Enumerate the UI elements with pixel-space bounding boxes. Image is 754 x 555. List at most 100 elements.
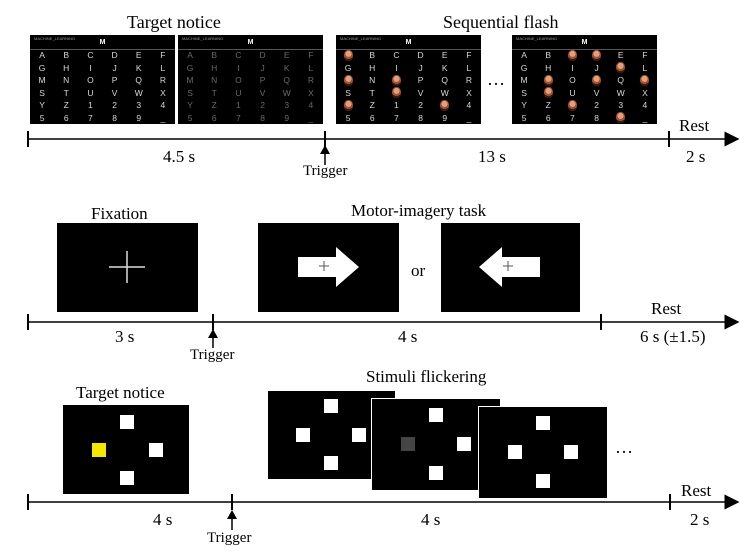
speller-cell: 6 xyxy=(545,112,551,123)
speller-panel-highlight: MACHINE_LEARNING M A B C D E F G H I J K L M N O P Q R S T U V W… xyxy=(30,35,175,124)
speller-cell: H xyxy=(369,62,376,73)
timeline-3 xyxy=(27,494,740,530)
stimulus-square xyxy=(296,428,310,442)
rest-label-1: Rest xyxy=(679,116,710,135)
flicker-screen-3 xyxy=(478,406,608,499)
face-flash-icon xyxy=(536,87,560,100)
speller-cell: I xyxy=(571,62,574,73)
fixation-label: Fixation xyxy=(91,204,148,223)
trigger-label-3: Trigger xyxy=(207,530,252,546)
speller-cell: D xyxy=(259,50,266,61)
speller-cell: V xyxy=(417,87,424,98)
speller-cell: R xyxy=(307,75,314,86)
speller-cell: C xyxy=(87,50,94,61)
speller-cell: F xyxy=(466,50,472,61)
speller-target-letter: M xyxy=(581,39,588,46)
speller-cell: K xyxy=(283,62,290,73)
speller-panel-dim: MACHINE_LEARNING M A B C D E F G H I J K L M N O P Q R S T U V W… xyxy=(178,35,323,124)
face-flash-icon xyxy=(433,99,457,112)
stimuli-flickering-label: Stimuli flickering xyxy=(366,367,487,386)
fixation-screen xyxy=(57,223,198,312)
left-arrow-icon xyxy=(479,247,540,287)
stimulus-square xyxy=(536,474,550,488)
speller-grid: A B E F G H I J L M O Q S U V W X Y Z 2 3 4 5 6 7 8 _ xyxy=(512,49,657,124)
speller-cell: W xyxy=(282,87,291,98)
speller-cell: Z xyxy=(63,100,69,111)
speller-header: MACHINE_LEARNING M xyxy=(30,35,175,50)
speller-panel-flash-2: MACHINE_LEARNING M A B E F G H I J L M O Q S U V W X Y Z 2 3 4 5… xyxy=(512,35,657,124)
trigger-arrow-icon xyxy=(320,145,330,154)
speller-cell: J xyxy=(594,62,599,73)
or-label: or xyxy=(411,261,426,280)
stimulus-square-off xyxy=(401,437,415,451)
speller-cell: 4 xyxy=(160,100,166,111)
speller-cell: X xyxy=(308,87,314,98)
speller-cell: L xyxy=(642,62,648,73)
flicker-screen-2 xyxy=(371,398,501,491)
speller-cell: K xyxy=(135,62,142,73)
speller-cell: V xyxy=(593,87,600,98)
speller-cell: W xyxy=(134,87,143,98)
speller-cell: U xyxy=(235,87,242,98)
ssvep-target-screen xyxy=(63,405,189,494)
speller-cell: Z xyxy=(211,100,217,111)
speller-cell: U xyxy=(569,87,576,98)
duration-label-2a: 3 s xyxy=(115,327,135,346)
trigger-arrow-icon xyxy=(208,329,218,338)
speller-cell: X xyxy=(642,87,648,98)
speller-cell: 7 xyxy=(570,112,575,123)
speller-cell: 2 xyxy=(594,100,599,111)
face-flash-icon xyxy=(609,112,633,125)
speller-cell: 2 xyxy=(260,100,265,111)
speller-cell: Y xyxy=(521,100,527,111)
speller-cell: 3 xyxy=(284,100,290,111)
duration-label-1c: 2 s xyxy=(686,147,706,166)
rest-label-3: Rest xyxy=(681,481,712,500)
speller-cell: B xyxy=(545,50,552,61)
speller-cell: A xyxy=(187,50,193,61)
timeline-1 xyxy=(27,131,740,165)
stimulus-square xyxy=(149,443,163,457)
speller-cell: W xyxy=(616,87,625,98)
speller-cell: _ xyxy=(466,112,472,123)
speller-cell: X xyxy=(160,87,166,98)
speller-cell: J xyxy=(260,62,265,73)
duration-label-3c: 2 s xyxy=(690,510,710,529)
target-notice-label: Target notice xyxy=(127,12,221,32)
speller-cell: R xyxy=(465,75,472,86)
trigger-arrow-icon xyxy=(227,510,237,519)
speller-cell: 6 xyxy=(63,112,69,123)
rest-label-2: Rest xyxy=(651,299,682,318)
speller-cell: 5 xyxy=(521,112,527,123)
face-flash-icon xyxy=(560,49,584,62)
speller-cell: Q xyxy=(283,75,291,86)
speller-cell: N xyxy=(369,75,376,86)
speller-cell: 1 xyxy=(236,100,241,111)
speller-cell: M xyxy=(38,75,46,86)
speller-cell: Q xyxy=(135,75,143,86)
timeline-2 xyxy=(27,314,740,348)
speller-cell: D xyxy=(417,50,424,61)
speller-cell: 2 xyxy=(112,100,117,111)
speller-title: MACHINE_LEARNING xyxy=(34,36,76,41)
speller-cell: J xyxy=(418,62,423,73)
speller-cell: 3 xyxy=(136,100,142,111)
sequential-flash-label: Sequential flash xyxy=(443,12,559,32)
speller-cell: 2 xyxy=(418,100,423,111)
speller-cell: B xyxy=(211,50,218,61)
speller-cell: Q xyxy=(441,75,449,86)
speller-cell: M xyxy=(520,75,528,86)
speller-cell: D xyxy=(111,50,118,61)
speller-cell: 9 xyxy=(136,112,142,123)
stimulus-square xyxy=(120,471,134,485)
fixation-cross-icon xyxy=(109,251,145,283)
speller-cell: K xyxy=(441,62,448,73)
duration-label-1a: 4.5 s xyxy=(163,147,196,166)
speller-cell: T xyxy=(369,87,375,98)
right-arrow-screen xyxy=(258,223,399,312)
stimulus-square xyxy=(429,408,443,422)
face-flash-icon xyxy=(609,62,633,75)
speller-cell: 7 xyxy=(88,112,93,123)
speller-cell: 1 xyxy=(394,100,399,111)
